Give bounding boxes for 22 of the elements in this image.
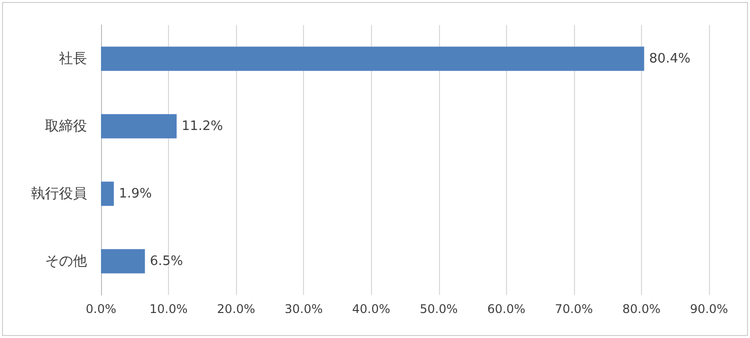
x-tick-label: 90.0% — [690, 302, 728, 316]
data-label: 11.2% — [182, 118, 223, 134]
data-label: 80.4% — [649, 51, 690, 66]
bar — [101, 114, 177, 138]
y-tick-label: 執行役員 — [31, 186, 87, 202]
y-tick-label: 取締役 — [45, 118, 87, 134]
x-tick-label: 0.0% — [86, 302, 116, 316]
x-tick-label: 40.0% — [352, 302, 390, 316]
x-tick-label: 20.0% — [217, 302, 256, 316]
data-label: 1.9% — [118, 186, 152, 202]
x-tick-label: 60.0% — [487, 302, 526, 316]
bar — [101, 46, 644, 71]
bar — [101, 249, 145, 274]
x-tick-label: 80.0% — [622, 302, 661, 316]
y-tick-label: その他 — [45, 253, 87, 270]
x-tick-label: 70.0% — [554, 302, 593, 316]
data-label: 6.5% — [150, 254, 183, 269]
x-tick-label: 30.0% — [284, 302, 323, 316]
bar — [101, 182, 114, 206]
y-tick-label: 社長 — [59, 50, 87, 67]
x-tick-label: 50.0% — [420, 302, 458, 316]
x-tick-label: 10.0% — [149, 302, 188, 316]
